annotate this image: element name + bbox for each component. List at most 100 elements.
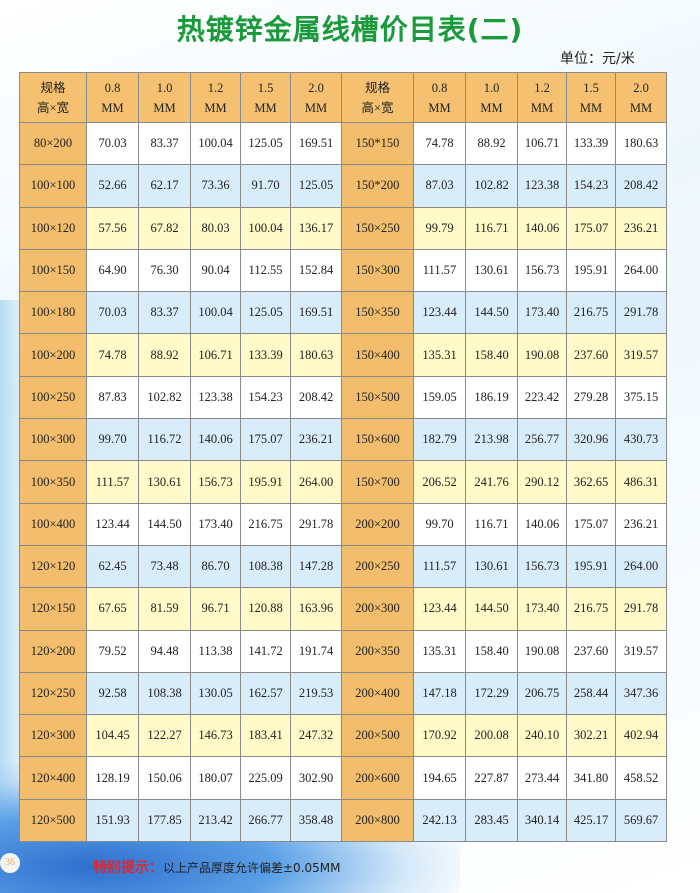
price-cell: 162.57 — [240, 671, 291, 716]
spec-cell: 100×100 — [19, 164, 87, 208]
spec-cell: 200×800 — [341, 798, 414, 843]
price-cell: 79.52 — [86, 629, 139, 673]
price-cell: 144.50 — [465, 291, 518, 335]
table-row: 80×200 70.03 83.37 100.04 125.05 169.51 150*15… — [19, 121, 667, 166]
price-cell: 86.70 — [190, 544, 241, 589]
price-cell: 213.98 — [465, 418, 518, 462]
spec-cell: 200×300 — [341, 587, 414, 631]
spec-cell: 120×120 — [19, 544, 87, 589]
spec-cell: 150*200 — [341, 164, 414, 208]
price-cell: 91.70 — [240, 164, 291, 208]
spec-cell: 120×200 — [19, 629, 87, 673]
price-cell: 173.40 — [190, 502, 241, 546]
thickness-unit: MM — [101, 100, 124, 115]
thickness-value: 1.0 — [483, 80, 500, 95]
spec-header: 规格 高×宽 — [341, 72, 414, 123]
spec-cell: 100×150 — [19, 248, 87, 293]
footnote-text: 以上产品厚度允许偏差±0.05MM — [163, 861, 341, 875]
price-cell: 62.45 — [86, 544, 139, 589]
price-cell: 150.06 — [138, 756, 191, 800]
price-cell: 123.38 — [517, 164, 567, 208]
price-cell: 291.78 — [615, 587, 667, 631]
spec-cell: 100×350 — [19, 460, 87, 504]
thickness-header: 2.0 MM — [615, 72, 667, 123]
table-row: 100×120 57.56 67.82 80.03 100.04 136.17 150×25… — [19, 206, 667, 250]
spec-cell: 120×300 — [19, 714, 87, 758]
price-cell: 130.61 — [465, 248, 518, 293]
table-row: 100×180 70.03 83.37 100.04 125.05 169.51 150×3… — [19, 291, 667, 335]
price-cell: 111.57 — [86, 460, 139, 504]
price-cell: 219.53 — [290, 671, 342, 716]
price-cell: 67.82 — [138, 206, 191, 250]
price-cell: 52.66 — [86, 164, 139, 208]
price-cell: 182.79 — [413, 418, 466, 462]
thickness-unit: MM — [153, 100, 176, 115]
price-cell: 175.07 — [566, 502, 616, 546]
price-cell: 125.05 — [290, 164, 342, 208]
price-cell: 175.07 — [240, 418, 291, 462]
price-cell: 128.19 — [86, 756, 139, 800]
price-cell: 130.61 — [465, 544, 518, 589]
price-cell: 133.39 — [566, 121, 616, 166]
price-cell: 291.78 — [290, 502, 342, 546]
table-row: 120×250 92.58 108.38 130.05 162.57 219.53 200×… — [19, 671, 667, 716]
price-cell: 290.12 — [517, 460, 567, 504]
price-cell: 122.27 — [138, 714, 191, 758]
price-cell: 242.13 — [413, 798, 466, 843]
price-cell: 100.04 — [190, 291, 241, 335]
price-cell: 57.56 — [86, 206, 139, 250]
price-cell: 173.40 — [517, 587, 567, 631]
price-cell: 80.03 — [190, 206, 241, 250]
thickness-value: 2.0 — [633, 80, 649, 95]
spec-cell: 150×250 — [341, 206, 414, 250]
price-cell: 175.07 — [566, 206, 616, 250]
price-cell: 190.08 — [517, 333, 567, 377]
price-cell: 191.74 — [290, 629, 342, 673]
thickness-value: 1.5 — [583, 80, 599, 95]
price-cell: 146.73 — [190, 714, 241, 758]
table-row: 100×300 99.70 116.72 140.06 175.07 236.21 150×… — [19, 418, 667, 462]
price-cell: 156.73 — [517, 248, 567, 293]
price-cell: 116.72 — [138, 418, 191, 462]
price-cell: 120.88 — [240, 587, 291, 631]
thickness-value: 1.5 — [257, 80, 274, 95]
spec-header-line1: 规格 — [364, 80, 390, 95]
price-cell: 151.93 — [86, 798, 139, 843]
spec-cell: 100×180 — [19, 291, 87, 335]
price-cell: 195.91 — [240, 460, 291, 504]
spec-cell: 200×600 — [341, 756, 414, 800]
thickness-unit: MM — [629, 100, 653, 115]
table-row: 100×150 64.90 76.30 90.04 112.55 152.84 150×30… — [19, 248, 667, 293]
price-cell: 180.07 — [190, 756, 241, 800]
price-cell: 135.31 — [413, 333, 466, 377]
price-cell: 569.67 — [615, 798, 667, 843]
price-cell: 206.52 — [413, 460, 466, 504]
table-row: 120×150 67.65 81.59 96.71 120.88 163.96 200×30… — [19, 587, 667, 631]
price-cell: 236.21 — [615, 502, 667, 546]
price-cell: 183.41 — [240, 714, 291, 758]
price-cell: 83.37 — [138, 291, 191, 335]
price-cell: 180.63 — [290, 333, 342, 377]
table-row: 100×200 74.78 88.92 106.71 133.39 180.63 150×4… — [19, 333, 667, 377]
price-cell: 486.31 — [615, 460, 667, 504]
spec-cell: 100×400 — [19, 502, 87, 546]
price-cell: 87.03 — [413, 164, 466, 208]
thickness-value: 1.2 — [534, 80, 550, 95]
thickness-header: 1.2 MM — [517, 72, 567, 123]
table-row: 100×250 87.83 102.82 123.38 154.23 208.42 150×… — [19, 375, 667, 420]
price-cell: 223.42 — [517, 375, 567, 420]
thickness-value: 0.8 — [431, 80, 448, 95]
thickness-header: 1.0 MM — [138, 72, 191, 123]
spec-cell: 100×200 — [19, 333, 87, 377]
thickness-unit: MM — [428, 100, 451, 115]
price-cell: 190.08 — [517, 629, 567, 673]
spec-header-line2: 高×宽 — [36, 100, 70, 115]
price-cell: 123.44 — [413, 291, 466, 335]
price-cell: 74.78 — [413, 121, 466, 166]
price-cell: 200.08 — [465, 714, 518, 758]
thickness-header: 0.8 MM — [413, 72, 466, 123]
price-cell: 88.92 — [138, 333, 191, 377]
spec-cell: 120×400 — [19, 756, 87, 800]
price-cell: 216.75 — [566, 291, 616, 335]
price-cell: 99.79 — [413, 206, 466, 250]
